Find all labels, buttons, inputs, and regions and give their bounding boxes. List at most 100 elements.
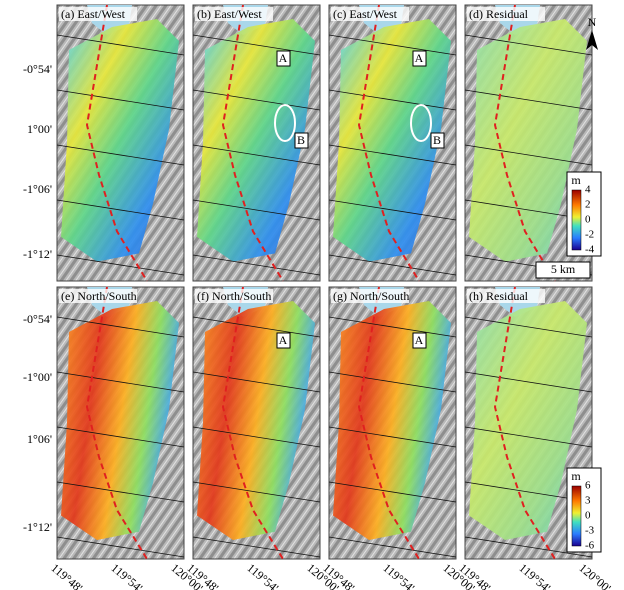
- deformation-swath: [197, 19, 315, 262]
- annotation: B: [433, 133, 441, 147]
- annotation: A: [279, 333, 288, 347]
- panel-label-bg: [331, 289, 409, 303]
- y-tick-label: -1°12': [23, 520, 52, 534]
- fault-trace: [221, 286, 284, 560]
- x-tick-label: 119°54': [380, 561, 417, 590]
- track-line: [328, 34, 457, 56]
- annotation-box: [430, 132, 445, 149]
- track-line: [464, 89, 593, 111]
- track-line: [192, 199, 321, 221]
- deformation-swath: [333, 301, 451, 540]
- annotation-box: [276, 50, 291, 67]
- track-line: [464, 316, 593, 338]
- track-line: [328, 536, 457, 558]
- annotation: A: [279, 51, 288, 65]
- track-line: [192, 144, 321, 166]
- track-line: [328, 371, 457, 393]
- panel-label: (e) North/South: [61, 289, 137, 303]
- fault-trace: [357, 286, 420, 560]
- colorbar-tick-label: 4: [585, 184, 591, 196]
- x-tick-label: 119°54': [108, 561, 145, 590]
- colorbar-tick-label: 0: [585, 510, 591, 522]
- map-panel: (b) East/West A B: [192, 4, 321, 282]
- track-line: [192, 481, 321, 503]
- colorbar: [571, 485, 582, 547]
- deformation-swath: [197, 301, 315, 540]
- y-tick-label: 1°00': [27, 122, 52, 136]
- colorbar-unit: m: [571, 469, 581, 483]
- track-line: [192, 371, 321, 393]
- track-line: [192, 426, 321, 448]
- annotation: B: [297, 133, 305, 147]
- scale-bar-label: 5 km: [551, 262, 576, 276]
- deformation-swath: [469, 19, 587, 262]
- panel-label: (b) East/West: [197, 7, 262, 21]
- fault-trace: [493, 286, 556, 560]
- panel-label-bg: [59, 7, 137, 21]
- deformation-swath: [61, 19, 179, 262]
- fault-trace: [85, 4, 148, 282]
- track-line: [56, 316, 185, 338]
- y-tick-label: -1°00': [23, 370, 52, 384]
- annotation-box: [294, 132, 309, 149]
- highlight-ellipse: [410, 104, 432, 142]
- track-line: [192, 536, 321, 558]
- track-line: [192, 316, 321, 338]
- highlight-ellipse: [274, 104, 296, 142]
- panel-label: (h) Residual: [469, 289, 529, 303]
- panel-label: (c) East/West: [333, 7, 398, 21]
- colorbar-tick-label: -4: [585, 244, 595, 256]
- colorbar-unit: m: [571, 173, 581, 187]
- annotation: A: [415, 51, 424, 65]
- annotation-box: [412, 332, 427, 349]
- track-line: [56, 34, 185, 56]
- track-line: [56, 536, 185, 558]
- north-arrow: [586, 30, 598, 50]
- track-line: [328, 426, 457, 448]
- north-label: N: [588, 15, 597, 29]
- track-line: [328, 316, 457, 338]
- deformation-swath: [333, 19, 451, 262]
- track-line: [464, 371, 593, 393]
- x-tick-label: 119°48': [48, 561, 85, 590]
- colorbar-tick-label: 6: [585, 480, 591, 492]
- track-line: [56, 371, 185, 393]
- track-line: [56, 481, 185, 503]
- fault-trace: [357, 4, 420, 282]
- y-tick-label: -0°54': [23, 62, 52, 76]
- track-line: [464, 536, 593, 558]
- x-tick-label: 119°54': [244, 561, 281, 590]
- track-line: [192, 254, 321, 276]
- fault-trace: [221, 4, 284, 282]
- scale-bar-bg: [535, 261, 591, 279]
- y-tick-label: -1°12': [23, 247, 52, 261]
- track-line: [328, 144, 457, 166]
- map-panel: (d) Residual: [464, 4, 593, 282]
- colorbar-tick-label: 0: [585, 214, 591, 226]
- colorbar-tick-label: 3: [585, 495, 591, 507]
- colorbar-tick-label: -3: [585, 525, 595, 537]
- panel-label-bg: [195, 289, 273, 303]
- colorbar-tick-label: -2: [585, 229, 594, 241]
- fault-trace: [85, 286, 148, 560]
- colorbar: [571, 189, 582, 251]
- track-line: [56, 199, 185, 221]
- map-panel: (a) East/West: [56, 4, 185, 282]
- colorbar-tick-label: -6: [585, 540, 595, 552]
- annotation-box: [412, 50, 427, 67]
- track-line: [56, 254, 185, 276]
- fault-trace: [493, 4, 556, 282]
- panel-label: (d) Residual: [469, 7, 529, 21]
- y-tick-label: -1°06': [23, 182, 52, 196]
- annotation-box: [276, 332, 291, 349]
- panel-label-bg: [59, 289, 137, 303]
- map-panel: (c) East/West A B: [328, 4, 457, 282]
- y-tick-label: -0°54': [23, 312, 52, 326]
- track-line: [464, 426, 593, 448]
- panel-label: (a) East/West: [61, 7, 126, 21]
- x-tick-label: 119°54': [516, 561, 553, 590]
- deformation-swath: [61, 301, 179, 540]
- track-line: [464, 34, 593, 56]
- track-line: [192, 34, 321, 56]
